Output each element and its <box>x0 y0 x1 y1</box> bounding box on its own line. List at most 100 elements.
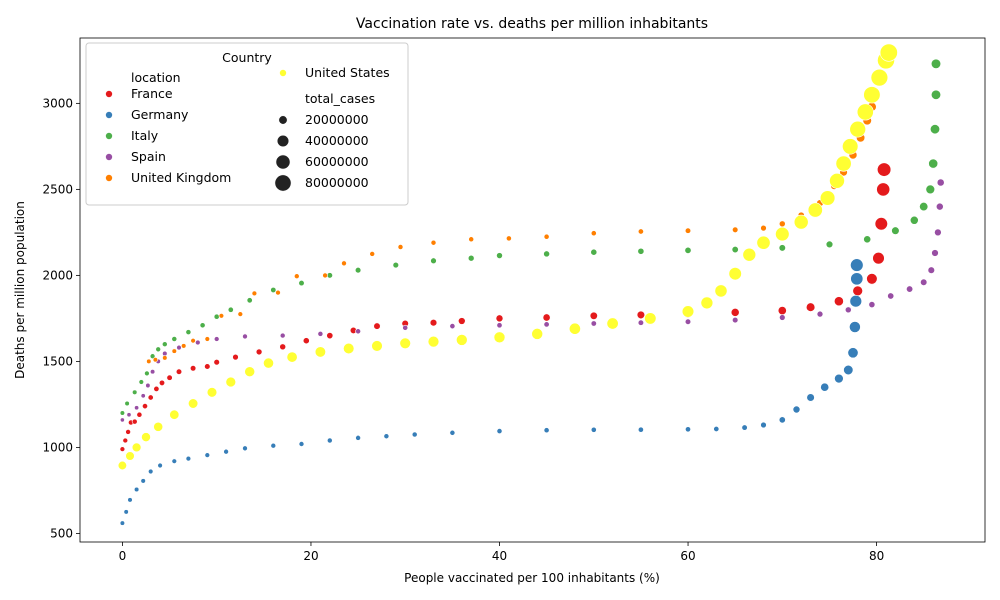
point-italy <box>637 247 645 255</box>
point-united-states <box>863 86 881 104</box>
point-france <box>852 285 863 297</box>
y-tick-label: 2500 <box>42 182 73 196</box>
point-united-states <box>343 342 355 355</box>
point-spain <box>162 350 168 357</box>
point-germany <box>806 393 815 402</box>
point-united-states <box>169 409 180 420</box>
legend-size-label: 20000000 <box>305 112 369 127</box>
point-spain <box>637 319 644 326</box>
point-united-states <box>117 460 127 471</box>
x-tick-label: 40 <box>492 549 507 563</box>
point-germany <box>449 429 456 436</box>
point-france <box>204 363 211 370</box>
point-spain <box>590 320 597 327</box>
point-united-states <box>793 214 809 230</box>
point-spain <box>935 202 944 211</box>
legend-size-entries: 20000000 40000000 60000000 80000000 <box>274 112 369 192</box>
series-italy <box>119 58 942 416</box>
point-germany <box>411 431 418 438</box>
point-france <box>213 359 220 366</box>
point-spain <box>126 412 132 418</box>
legend-size-marker <box>274 174 292 192</box>
point-united-states <box>606 317 619 330</box>
point-united-kingdom <box>684 227 692 234</box>
legend-size-label: 60000000 <box>305 154 369 169</box>
point-germany <box>637 426 644 433</box>
point-spain <box>920 278 928 286</box>
point-italy <box>543 250 550 258</box>
point-italy <box>863 235 872 244</box>
x-axis-title: People vaccinated per 100 inhabitants (%… <box>404 571 660 585</box>
point-italy <box>144 370 150 377</box>
legend-size-heading: total_cases <box>305 91 375 106</box>
legend-marker <box>105 111 113 119</box>
point-france <box>326 332 334 340</box>
point-italy <box>925 184 936 195</box>
point-italy <box>124 400 130 407</box>
point-spain <box>279 332 286 339</box>
point-united-kingdom <box>637 228 644 235</box>
point-france <box>542 313 551 322</box>
y-tick-label: 500 <box>50 526 73 540</box>
point-united-kingdom <box>760 224 767 232</box>
point-france <box>175 368 183 375</box>
point-germany <box>270 442 277 449</box>
point-germany <box>298 441 305 447</box>
point-united-states <box>206 387 218 398</box>
point-italy <box>919 202 929 212</box>
point-united-states <box>742 247 757 262</box>
point-france <box>255 348 263 356</box>
point-italy <box>825 240 834 249</box>
point-france <box>876 182 891 197</box>
point-united-kingdom <box>190 338 196 344</box>
point-france <box>429 318 438 327</box>
point-united-states <box>371 340 383 352</box>
point-france <box>302 337 310 345</box>
point-united-kingdom <box>732 226 739 233</box>
point-italy <box>298 280 305 287</box>
x-tick-label: 20 <box>303 549 318 563</box>
point-united-states <box>681 305 695 318</box>
point-france <box>805 302 816 312</box>
point-france <box>877 162 892 177</box>
point-united-kingdom <box>778 220 786 228</box>
legend-marker <box>279 69 287 77</box>
x-axis: 0 20 40 60 80 <box>119 542 884 563</box>
point-united-states <box>456 334 468 346</box>
y-tick-label: 3000 <box>42 96 73 110</box>
point-france <box>142 403 148 410</box>
point-italy <box>149 353 156 359</box>
point-spain <box>242 333 248 340</box>
point-spain <box>496 322 503 329</box>
point-italy <box>778 244 786 252</box>
point-spain <box>816 310 824 318</box>
legend-size-marker <box>276 134 290 148</box>
y-axis: 500 1000 1500 2000 2500 3000 <box>42 96 80 540</box>
point-germany <box>843 364 854 376</box>
point-united-kingdom <box>204 336 210 342</box>
point-united-states <box>131 442 142 453</box>
point-spain <box>213 336 220 342</box>
x-tick-label: 80 <box>869 549 884 563</box>
legend-marker <box>105 90 113 98</box>
point-france <box>458 317 466 325</box>
point-spain <box>195 339 201 346</box>
point-united-states <box>842 138 859 155</box>
chart-title: Vaccination rate vs. deaths per million … <box>356 16 708 32</box>
point-united-kingdom <box>146 358 152 364</box>
point-spain <box>449 323 456 330</box>
point-germany <box>849 321 861 333</box>
point-spain <box>844 306 852 314</box>
legend-size-label: 40000000 <box>305 133 369 148</box>
point-spain <box>927 266 935 274</box>
point-germany <box>185 455 192 462</box>
point-united-states <box>263 357 274 369</box>
legend-size-marker <box>278 115 288 125</box>
legend-title: Country <box>222 50 272 65</box>
point-united-states <box>399 337 411 349</box>
point-italy <box>684 246 692 254</box>
x-tick-label: 60 <box>680 549 695 563</box>
y-tick-label: 1500 <box>42 354 73 368</box>
point-france <box>153 385 160 392</box>
point-italy <box>891 226 900 235</box>
